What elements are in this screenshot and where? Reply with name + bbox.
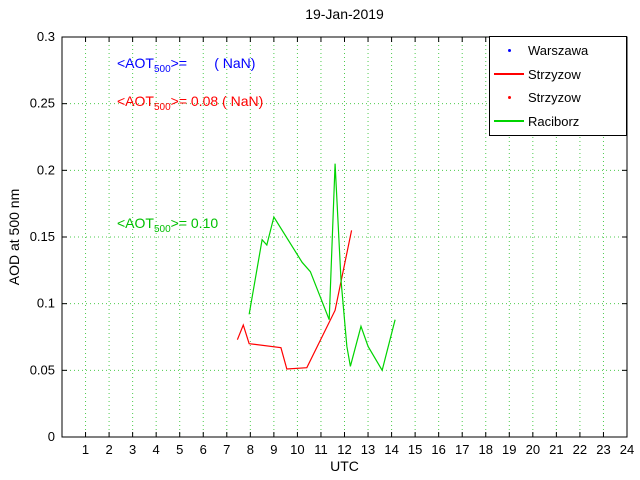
- y-tick-label: 0.15: [30, 229, 55, 244]
- legend-label: Strzyzow: [528, 90, 581, 106]
- x-tick-label: 7: [223, 442, 230, 457]
- x-tick-label: 24: [620, 442, 634, 457]
- legend-label: Strzyzow: [528, 66, 581, 82]
- x-tick-label: 18: [479, 442, 493, 457]
- x-tick-label: 16: [431, 442, 445, 457]
- x-tick-label: 2: [105, 442, 112, 457]
- legend-label: Raciborz: [528, 113, 580, 129]
- x-tick-label: 1: [82, 442, 89, 457]
- legend-entry: Strzyzow: [490, 86, 626, 109]
- legend-dot-marker-icon: [490, 49, 528, 53]
- aot-annotation-strzyzow: <AOT500>= 0.08 ( NaN): [117, 93, 264, 113]
- x-tick-label: 21: [549, 442, 563, 457]
- x-tick-label: 5: [176, 442, 183, 457]
- y-tick-label: 0.3: [37, 29, 55, 44]
- y-tick-label: 0: [48, 429, 55, 444]
- series-line-strzyzow: [236, 230, 353, 370]
- y-tick-label: 0.1: [37, 296, 55, 311]
- aot-annotation-raciborz: <AOT500>= 0.10: [117, 215, 219, 235]
- y-tick-label: 0.25: [30, 96, 55, 111]
- y-tick-label: 0.2: [37, 162, 55, 177]
- x-axis-label: UTC: [330, 458, 359, 474]
- legend-line-marker-icon: [490, 120, 528, 123]
- x-tick-label: 14: [384, 442, 398, 457]
- x-tick-label: 17: [455, 442, 469, 457]
- y-axis-label: AOD at 500 nm: [6, 188, 22, 286]
- axes-box: [61, 36, 628, 438]
- x-tick-label: 12: [337, 442, 351, 457]
- chart-title: 19-Jan-2019: [305, 6, 384, 22]
- x-tick-label: 4: [153, 442, 160, 457]
- x-tick-label: 13: [361, 442, 375, 457]
- x-tick-label: 8: [247, 442, 254, 457]
- y-tick-label: 0.05: [30, 362, 55, 377]
- legend-entry: Raciborz: [490, 110, 626, 133]
- x-tick-label: 11: [314, 442, 328, 457]
- aot-annotation-warszawa: <AOT500>= ( NaN): [117, 55, 256, 75]
- x-tick-label: 23: [596, 442, 610, 457]
- x-tick-label: 6: [200, 442, 207, 457]
- series-line-raciborz: [248, 163, 396, 372]
- x-tick-label: 19: [502, 442, 516, 457]
- x-tick-label: 9: [270, 442, 277, 457]
- legend-line-marker-icon: [490, 73, 528, 76]
- x-tick-label: 10: [290, 442, 304, 457]
- x-tick-label: 15: [408, 442, 422, 457]
- legend-entry: Warszawa: [490, 39, 626, 62]
- x-tick-label: 3: [129, 442, 136, 457]
- x-tick-label: 22: [573, 442, 587, 457]
- legend-label: Warszawa: [528, 43, 589, 59]
- legend-dot-marker-icon: [490, 96, 528, 100]
- legend-box: Warszawa Strzyzow Strzyzow Raciborz: [489, 36, 627, 136]
- legend-entry: Strzyzow: [490, 63, 626, 86]
- x-tick-label: 20: [526, 442, 540, 457]
